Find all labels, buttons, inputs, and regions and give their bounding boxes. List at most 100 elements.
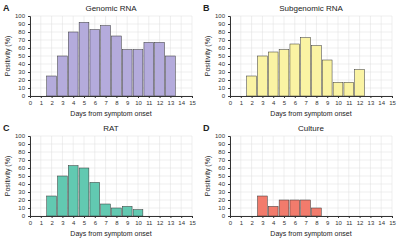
tick: 50	[18, 53, 30, 59]
tick-mark	[192, 96, 193, 98]
grid-line	[273, 136, 274, 216]
axis-line	[31, 97, 193, 99]
tick-mark	[228, 160, 230, 161]
y-axis: 0102030405060708090100	[215, 13, 231, 99]
tick: 30	[218, 189, 230, 195]
tick-label: 100	[15, 13, 26, 19]
tick-mark	[28, 64, 30, 65]
tick-label: 100	[215, 13, 226, 19]
tick-mark	[381, 216, 382, 218]
tick: 0	[22, 213, 30, 219]
tick: 15	[389, 96, 396, 106]
tick-label: 90	[218, 141, 225, 147]
tick: 20	[18, 77, 30, 83]
tick: 70	[18, 157, 30, 163]
tick: 60	[18, 165, 30, 171]
tick-label: 14	[178, 100, 185, 106]
tick-label: 3	[261, 220, 265, 226]
y-axis-title: Positivity (%)	[204, 156, 212, 196]
y-axis: 0102030405060708090100	[215, 133, 231, 219]
tick-mark	[73, 96, 74, 98]
grid-line	[348, 136, 349, 216]
grid-line	[116, 136, 117, 216]
tick-label: 6	[294, 220, 298, 226]
panel: 0123456789101112131415010203040506070809…	[3, 123, 196, 238]
tick-label: 11	[346, 220, 353, 226]
tick-label: 10	[218, 85, 225, 91]
tick-label: 8	[115, 100, 119, 106]
tick-mark	[28, 56, 30, 57]
bar	[355, 70, 365, 96]
tick-mark	[181, 216, 182, 218]
tick-mark	[228, 152, 230, 153]
tick: 40	[18, 181, 30, 187]
title: Culture	[298, 124, 324, 133]
tick-mark	[327, 216, 328, 218]
grid-line	[230, 16, 392, 17]
tick-label: 7	[304, 100, 308, 106]
tick: 15	[189, 216, 196, 226]
tick-mark	[28, 168, 30, 169]
tick-label: 30	[18, 69, 25, 75]
tick-label: 10	[18, 205, 25, 211]
tick: 70	[18, 37, 30, 43]
tick-label: 10	[18, 85, 25, 91]
tick-label: 8	[115, 220, 119, 226]
tick-mark	[306, 216, 307, 218]
tick-mark	[284, 96, 285, 98]
tick-mark	[127, 96, 128, 98]
tick-mark	[28, 200, 30, 201]
tick-label: 60	[218, 165, 225, 171]
tick-label: 3	[261, 100, 265, 106]
tick: 100	[15, 13, 30, 19]
tick-label: 0	[222, 93, 226, 99]
tick: 0	[222, 213, 230, 219]
bar	[90, 30, 100, 96]
grid-line	[148, 136, 149, 216]
grid-line	[240, 16, 241, 96]
tick-mark	[228, 24, 230, 25]
tick-mark	[228, 88, 230, 89]
bar	[166, 56, 176, 96]
grid-line	[30, 176, 192, 177]
tick-mark	[138, 96, 139, 98]
tick-mark	[84, 96, 85, 98]
tick-mark	[295, 96, 296, 98]
tick: 40	[18, 61, 30, 67]
tick: 2	[250, 96, 254, 106]
tick-mark	[228, 168, 230, 169]
bar	[79, 168, 89, 216]
grid-line	[30, 32, 192, 33]
bars	[258, 196, 322, 216]
tick-mark	[28, 88, 30, 89]
grid-line	[138, 136, 139, 216]
tick-label: 14	[378, 220, 385, 226]
grid-line	[30, 40, 192, 41]
tick-label: 20	[18, 77, 25, 83]
tick-label: 5	[83, 220, 87, 226]
tick-label: 8	[315, 100, 319, 106]
tick-label: 2	[50, 100, 54, 106]
tick-label: 40	[18, 181, 25, 187]
bar	[279, 50, 289, 96]
tick-label: 4	[272, 220, 276, 226]
tick: 10	[218, 85, 230, 91]
tick: 13	[368, 216, 375, 226]
tick: 5	[283, 216, 287, 226]
tick: 1	[40, 96, 44, 106]
axis-line	[228, 17, 231, 97]
axis-line	[31, 217, 193, 219]
tick-label: 70	[218, 157, 225, 163]
tick-mark	[284, 216, 285, 218]
panel-letter: A	[3, 3, 10, 13]
tick-label: 0	[29, 100, 33, 106]
tick: 30	[18, 189, 30, 195]
tick-label: 90	[18, 141, 25, 147]
tick: 8	[315, 96, 319, 106]
tick: 12	[157, 96, 164, 106]
tick-mark	[28, 136, 30, 137]
tick: 3	[261, 96, 265, 106]
tick-mark	[228, 40, 230, 41]
tick-label: 9	[326, 100, 330, 106]
tick-label: 100	[15, 133, 26, 139]
